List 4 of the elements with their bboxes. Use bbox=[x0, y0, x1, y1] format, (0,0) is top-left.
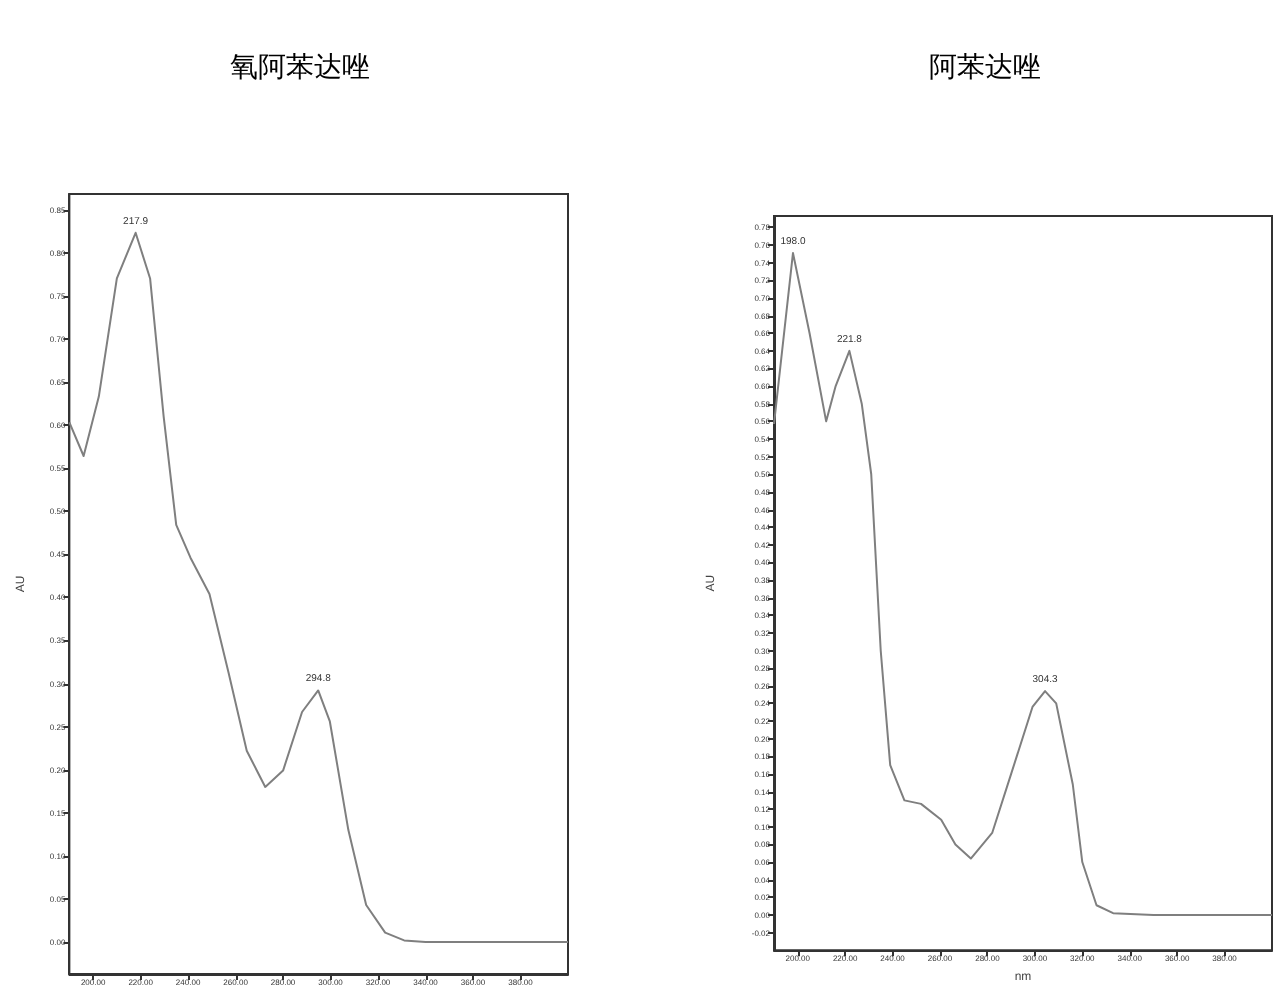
line-series bbox=[68, 231, 569, 944]
chart-title: 阿苯达唑 bbox=[929, 52, 1041, 84]
line-series bbox=[773, 252, 1273, 916]
chart-title: 氧阿苯达唑 bbox=[230, 52, 370, 84]
